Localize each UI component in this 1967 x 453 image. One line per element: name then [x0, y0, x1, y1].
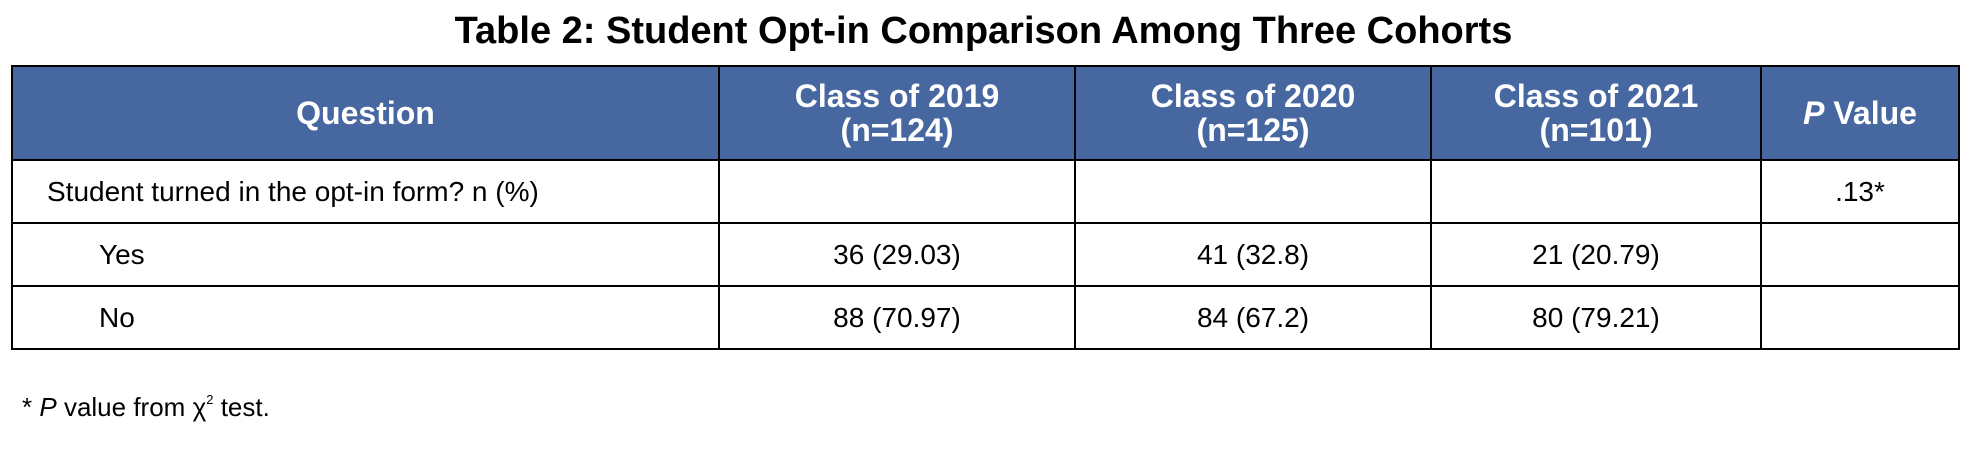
- header-text: (n=101): [1539, 112, 1653, 148]
- footnote-superscript: 2: [206, 392, 214, 407]
- footnote-text: test.: [220, 392, 270, 422]
- footnote: * P value from χ2 test.: [22, 392, 270, 423]
- table-cell: 80 (79.21): [1430, 285, 1762, 350]
- data-table: Question Class of 2019 (n=124) Class of 2…: [11, 65, 1960, 350]
- header-text: Class of 2019: [794, 78, 1000, 114]
- table-cell: [1074, 159, 1432, 224]
- header-text: Class of 2020: [1150, 78, 1356, 114]
- footnote-symbol: χ: [192, 392, 207, 422]
- header-cell: P Value: [1760, 65, 1960, 161]
- table-row: No 88 (70.97) 84 (67.2) 80 (79.21): [11, 285, 1960, 350]
- row-label: Student turned in the opt-in form? n (%): [11, 159, 720, 224]
- table-cell: [1760, 222, 1960, 287]
- table-title: Table 2: Student Opt-in Comparison Among…: [454, 10, 1513, 52]
- footnote-italic: P: [39, 392, 57, 422]
- row-label: No: [11, 285, 720, 350]
- table-cell: [1430, 159, 1762, 224]
- header-text: Question: [296, 95, 435, 131]
- table-cell: 36 (29.03): [718, 222, 1076, 287]
- header-row: Question Class of 2019 (n=124) Class of 2…: [11, 65, 1960, 161]
- header-cell: Question: [11, 65, 720, 161]
- header-cell: Class of 2020 (n=125): [1074, 65, 1432, 161]
- table-row: Yes 36 (29.03) 41 (32.8) 21 (20.79): [11, 222, 1960, 287]
- header-text: (n=124): [840, 112, 954, 148]
- header-text: Class of 2021: [1493, 78, 1699, 114]
- footnote-marker: *: [22, 392, 33, 422]
- table-cell: 21 (20.79): [1430, 222, 1762, 287]
- table-row: Student turned in the opt-in form? n (%)…: [11, 159, 1960, 224]
- table-cell: 88 (70.97): [718, 285, 1076, 350]
- header-text: (n=125): [1196, 112, 1310, 148]
- header-text: Value: [1833, 95, 1917, 131]
- header-italic: P: [1803, 95, 1825, 131]
- header-cell: Class of 2019 (n=124): [718, 65, 1076, 161]
- table-cell: 84 (67.2): [1074, 285, 1432, 350]
- table-cell: .13*: [1760, 159, 1960, 224]
- table-cell: [1760, 285, 1960, 350]
- row-label: Yes: [11, 222, 720, 287]
- table-cell: [718, 159, 1076, 224]
- table-cell: 41 (32.8): [1074, 222, 1432, 287]
- footnote-text: value from: [63, 392, 186, 422]
- header-cell: Class of 2021 (n=101): [1430, 65, 1762, 161]
